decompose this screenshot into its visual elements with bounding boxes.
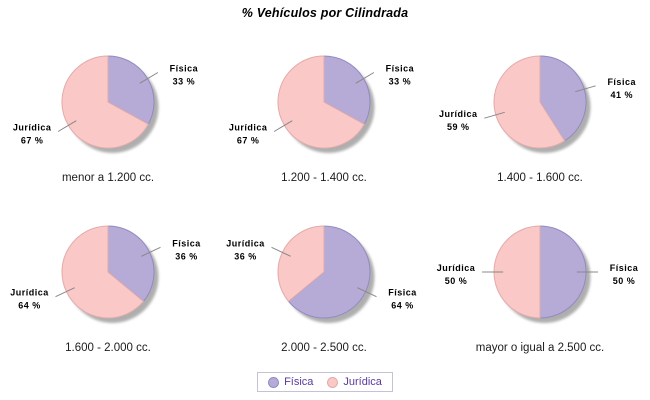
category-label-4: 1.600 - 2.000 cc. bbox=[65, 342, 151, 354]
svg-text:50 %: 50 % bbox=[445, 276, 468, 286]
svg-text:50 %: 50 % bbox=[613, 276, 636, 286]
pie-chart-6: Física 50 % Jurídica 50 % bbox=[437, 225, 639, 323]
svg-text:67 %: 67 % bbox=[237, 136, 260, 146]
svg-text:59 %: 59 % bbox=[447, 122, 470, 132]
pie-cell-3: Física 41 % Jurídica 59 % 1.400 - 1.600 cc. bbox=[432, 26, 648, 196]
legend-label-juridica: Jurídica bbox=[343, 376, 382, 388]
svg-text:Jurídica: Jurídica bbox=[229, 123, 268, 133]
svg-text:Física: Física bbox=[172, 238, 201, 248]
chart-title: % Vehículos por Cilindrada bbox=[241, 6, 409, 20]
svg-text:36 %: 36 % bbox=[234, 251, 257, 261]
legend-label-fisica: Física bbox=[284, 376, 314, 388]
pie-chart-5: Física 64 % Jurídica 36 % bbox=[226, 225, 417, 323]
svg-text:67 %: 67 % bbox=[21, 136, 44, 146]
pie-cell-2: Física 33 % Jurídica 67 % 1.200 - 1.400 cc. bbox=[216, 26, 432, 196]
svg-text:Jurídica: Jurídica bbox=[439, 109, 478, 119]
legend: Física Jurídica bbox=[257, 372, 393, 392]
svg-text:Jurídica: Jurídica bbox=[226, 238, 265, 248]
pie-chart-3: Física 41 % Jurídica 59 % bbox=[439, 55, 636, 153]
svg-text:Física: Física bbox=[170, 64, 199, 74]
category-label-2: 1.200 - 1.400 cc. bbox=[281, 172, 367, 184]
svg-text:36 %: 36 % bbox=[175, 251, 198, 261]
pie-cell-6: Física 50 % Jurídica 50 % mayor o igual a 2… bbox=[432, 196, 648, 366]
svg-text:Física: Física bbox=[607, 77, 636, 87]
fisica-swatch-icon bbox=[268, 376, 280, 388]
legend-item-juridica: Jurídica bbox=[327, 376, 382, 388]
svg-text:41 %: 41 % bbox=[610, 90, 633, 100]
svg-text:Jurídica: Jurídica bbox=[13, 123, 52, 133]
pie-cell-1: Física 33 % Jurídica 67 % menor a 1.200 cc. bbox=[0, 26, 216, 196]
pie-chart-1: Física 33 % Jurídica 67 % bbox=[13, 55, 199, 153]
category-label-5: 2.000 - 2.500 cc. bbox=[281, 342, 367, 354]
svg-text:33 %: 33 % bbox=[173, 77, 196, 87]
legend-item-fisica: Física bbox=[268, 376, 313, 388]
pie-chart-4: Física 36 % Jurídica 64 % bbox=[10, 225, 201, 323]
category-label-3: 1.400 - 1.600 cc. bbox=[497, 172, 583, 184]
pie-grid: Física 33 % Jurídica 67 % menor a 1.200 cc.… bbox=[0, 26, 650, 366]
svg-text:Jurídica: Jurídica bbox=[10, 288, 49, 298]
svg-text:64 %: 64 % bbox=[18, 301, 41, 311]
pie-chart-2: Física 33 % Jurídica 67 % bbox=[229, 55, 415, 153]
svg-text:Jurídica: Jurídica bbox=[437, 263, 476, 273]
category-label-6: mayor o igual a 2.500 cc. bbox=[475, 342, 605, 354]
pie-cell-4: Física 36 % Jurídica 64 % 1.600 - 2.000 cc. bbox=[0, 196, 216, 366]
svg-text:Física: Física bbox=[388, 288, 417, 298]
svg-text:33 %: 33 % bbox=[389, 77, 412, 87]
svg-text:64 %: 64 % bbox=[391, 301, 414, 311]
pie-cell-5: Física 64 % Jurídica 36 % 2.000 - 2.500 cc. bbox=[216, 196, 432, 366]
juridica-swatch-icon bbox=[327, 376, 339, 388]
svg-text:Física: Física bbox=[386, 64, 415, 74]
category-label-1: menor a 1.200 cc. bbox=[61, 172, 155, 184]
svg-text:Física: Física bbox=[610, 263, 639, 273]
